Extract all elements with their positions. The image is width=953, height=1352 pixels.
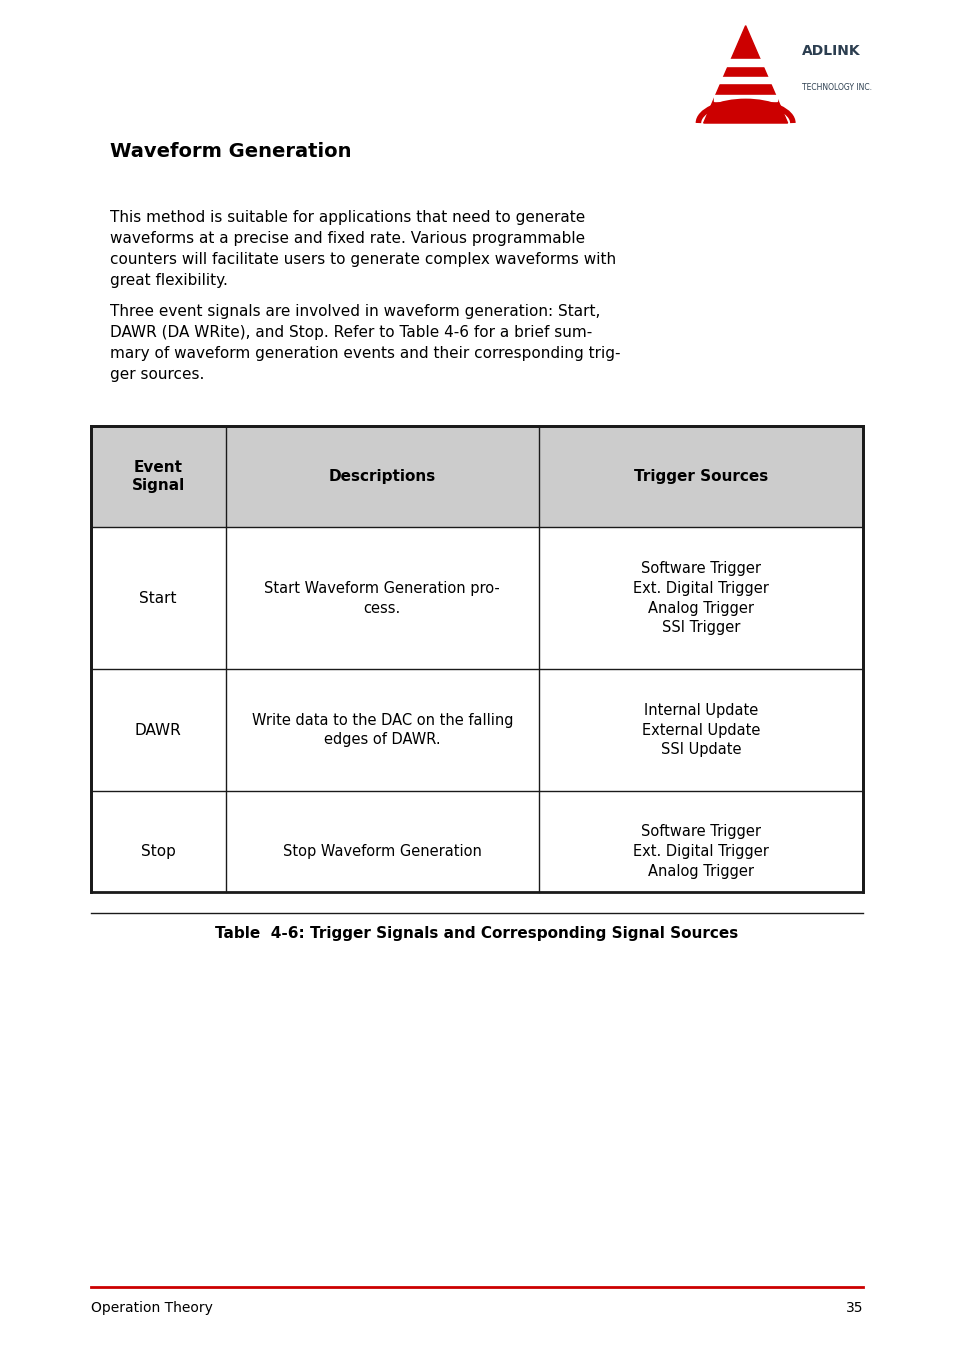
Text: Operation Theory: Operation Theory xyxy=(91,1301,213,1314)
Text: Descriptions: Descriptions xyxy=(329,469,436,484)
Text: DAWR: DAWR xyxy=(134,722,181,738)
Text: 35: 35 xyxy=(845,1301,862,1314)
Text: This method is suitable for applications that need to generate
waveforms at a pr: This method is suitable for applications… xyxy=(110,210,616,288)
Text: ADLINK: ADLINK xyxy=(801,43,860,58)
Polygon shape xyxy=(714,95,777,101)
Text: Software Trigger
Ext. Digital Trigger
Analog Trigger: Software Trigger Ext. Digital Trigger An… xyxy=(633,825,768,879)
Polygon shape xyxy=(714,59,777,66)
Bar xyxy=(91,426,862,892)
Text: Three event signals are involved in waveform generation: Start,
DAWR (DA WRite),: Three event signals are involved in wave… xyxy=(110,304,619,383)
Bar xyxy=(91,527,862,669)
Polygon shape xyxy=(703,26,787,123)
Text: Write data to the DAC on the falling
edges of DAWR.: Write data to the DAC on the falling edg… xyxy=(252,713,513,748)
Bar xyxy=(91,669,862,791)
Bar xyxy=(91,426,862,527)
Text: Trigger Sources: Trigger Sources xyxy=(634,469,767,484)
Text: Table  4-6: Trigger Signals and Corresponding Signal Sources: Table 4-6: Trigger Signals and Correspon… xyxy=(215,926,738,941)
Text: Event
Signal: Event Signal xyxy=(132,460,185,493)
Bar xyxy=(91,791,862,913)
Text: Internal Update
External Update
SSI Update: Internal Update External Update SSI Upda… xyxy=(641,703,760,757)
Polygon shape xyxy=(714,77,777,82)
Text: Stop Waveform Generation: Stop Waveform Generation xyxy=(283,844,481,860)
Text: TECHNOLOGY INC.: TECHNOLOGY INC. xyxy=(801,82,871,92)
Text: Stop: Stop xyxy=(141,844,175,860)
Text: Software Trigger
Ext. Digital Trigger
Analog Trigger
SSI Trigger: Software Trigger Ext. Digital Trigger An… xyxy=(633,561,768,635)
Text: Waveform Generation: Waveform Generation xyxy=(110,142,351,161)
Text: Start Waveform Generation pro-
cess.: Start Waveform Generation pro- cess. xyxy=(264,581,499,615)
Text: Start: Start xyxy=(139,591,177,606)
